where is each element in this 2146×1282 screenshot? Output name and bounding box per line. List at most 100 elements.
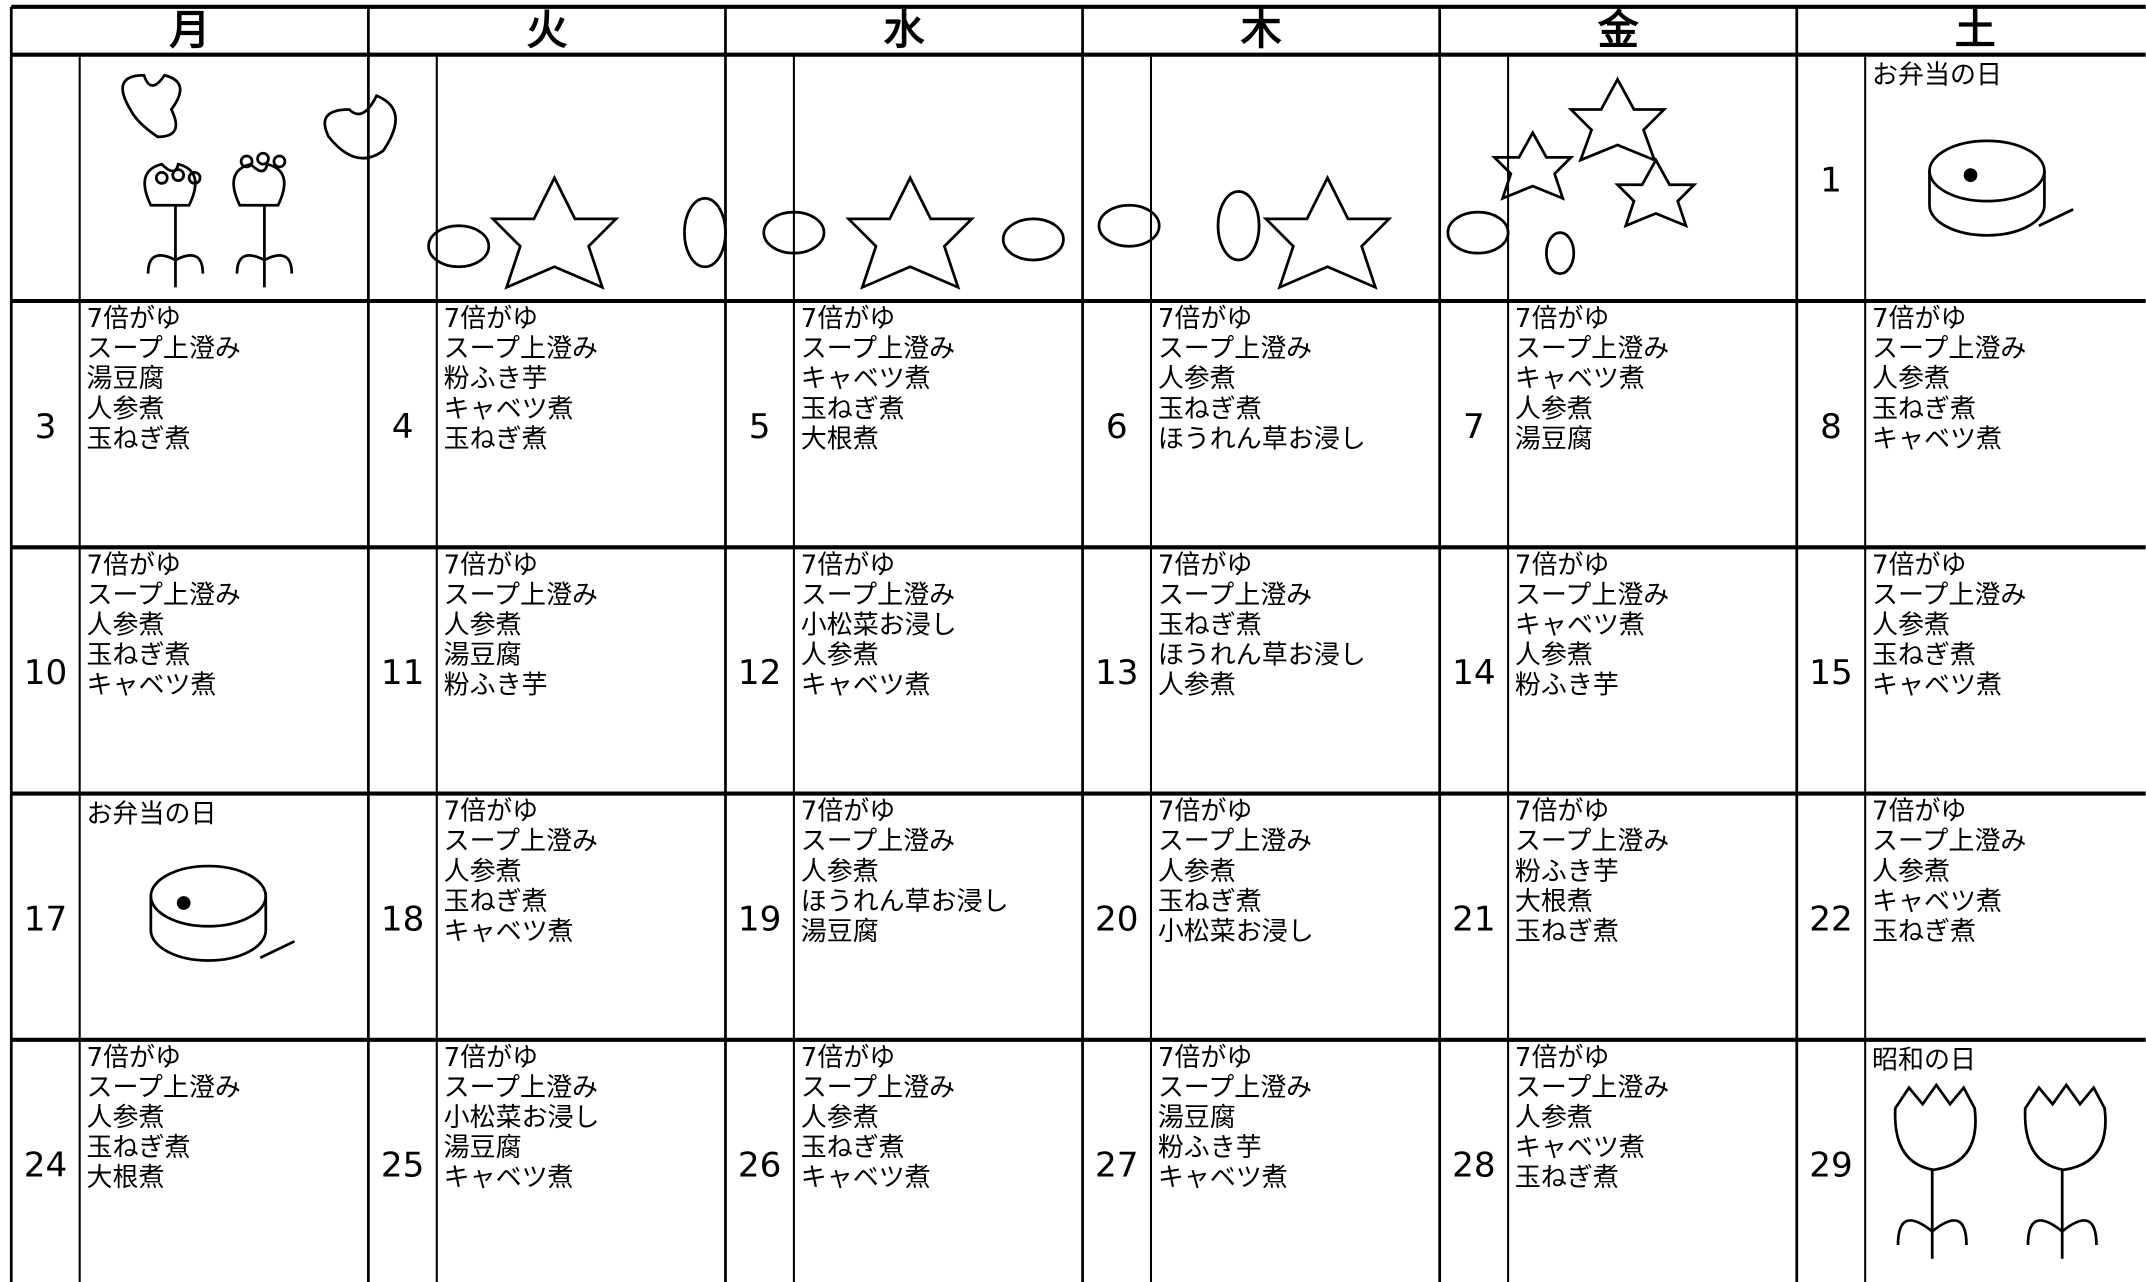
menu-item: ほうれん草お浸し (1158, 424, 1366, 454)
menu-item: 7倍がゆ (801, 550, 896, 580)
menu-item: ほうれん草お浸し (1158, 641, 1366, 671)
menu-item: 人参煮 (1872, 857, 1950, 887)
menu-item: 人参煮 (1872, 364, 1950, 394)
menu-item: 湯豆腐 (444, 641, 522, 671)
day-note: 昭和の日 (1872, 1046, 1976, 1076)
menu-item: 玉ねぎ煮 (444, 887, 548, 917)
weekday-label: 木 (1241, 6, 1282, 54)
menu-item: 7倍がゆ (1158, 1043, 1253, 1073)
menu-item: 小松菜お浸し (444, 1103, 600, 1133)
menu-item: 7倍がゆ (1515, 304, 1610, 334)
menu-item: 玉ねぎ煮 (1872, 641, 1976, 671)
menu-item: キャベツ煮 (444, 1163, 574, 1193)
date-number: 21 (1452, 899, 1496, 939)
date-number: 13 (1095, 653, 1139, 693)
menu-item: スープ上澄み (1515, 827, 1669, 857)
menu-item: 7倍がゆ (444, 550, 539, 580)
menu-item: スープ上澄み (444, 334, 598, 364)
date-number: 6 (1106, 407, 1128, 447)
menu-item: 湯豆腐 (801, 917, 879, 947)
menu-item: キャベツ煮 (87, 671, 217, 701)
menu-item: キャベツ煮 (1515, 610, 1645, 640)
menu-item: 7倍がゆ (87, 1043, 182, 1073)
menu-item: 湯豆腐 (1515, 424, 1593, 454)
menu-item: スープ上澄み (1515, 334, 1669, 364)
menu-item: スープ上澄み (1872, 334, 2026, 364)
menu-item: スープ上澄み (1872, 580, 2026, 610)
menu-item: スープ上澄み (444, 1073, 598, 1103)
menu-item: 人参煮 (1158, 364, 1236, 394)
menu-item: 玉ねぎ煮 (1158, 610, 1262, 640)
menu-item: 人参煮 (801, 1103, 879, 1133)
menu-item: 玉ねぎ煮 (801, 394, 905, 424)
menu-item: 小松菜お浸し (1158, 917, 1314, 947)
date-number: 26 (738, 1146, 782, 1186)
menu-item: キャベツ煮 (801, 1163, 931, 1193)
menu-item: 粉ふき芋 (1515, 671, 1619, 701)
menu-item: スープ上澄み (1158, 334, 1312, 364)
menu-item: 粉ふき芋 (444, 364, 548, 394)
flowers (121, 73, 397, 288)
menu-item: 玉ねぎ煮 (1872, 394, 1976, 424)
menu-item: 粉ふき芋 (444, 671, 548, 701)
menu-item: スープ上澄み (1515, 580, 1669, 610)
date-number: 24 (24, 1146, 68, 1186)
menu-item: 人参煮 (801, 641, 879, 671)
menu-item: 7倍がゆ (1515, 550, 1610, 580)
menu-item: スープ上澄み (801, 580, 955, 610)
menu-item: スープ上澄み (1872, 827, 2026, 857)
date-number: 20 (1095, 899, 1139, 939)
menu-item: 7倍がゆ (1158, 550, 1253, 580)
menu-item: 小松菜お浸し (801, 610, 957, 640)
menu-item: スープ上澄み (1158, 580, 1312, 610)
menu-item: 7倍がゆ (444, 304, 539, 334)
menu-item: 大根煮 (1515, 887, 1593, 917)
menu-item: 人参煮 (801, 857, 879, 887)
date-number: 28 (1452, 1146, 1496, 1186)
date-number: 14 (1452, 653, 1496, 693)
menu-item: スープ上澄み (444, 827, 598, 857)
menu-item: 粉ふき芋 (1515, 857, 1619, 887)
menu-item: スープ上澄み (87, 1073, 241, 1103)
menu-item: 7倍がゆ (444, 1043, 539, 1073)
day-note: お弁当の日 (87, 799, 217, 829)
date-number: 3 (35, 407, 57, 447)
menu-item: 人参煮 (444, 857, 522, 887)
menu-item: 7倍がゆ (87, 550, 182, 580)
menu-item: 湯豆腐 (1158, 1103, 1236, 1133)
menu-item: 人参煮 (87, 394, 165, 424)
menu-item: スープ上澄み (1158, 1073, 1312, 1103)
menu-item: キャベツ煮 (801, 364, 931, 394)
menu-item: 人参煮 (444, 610, 522, 640)
menu-item: 7倍がゆ (1515, 1043, 1610, 1073)
menu-item: 玉ねぎ煮 (1515, 917, 1619, 947)
menu-item: 人参煮 (87, 610, 165, 640)
date-number: 12 (738, 653, 782, 693)
date-number: 4 (392, 407, 414, 447)
date-number: 19 (738, 899, 782, 939)
tulips (1893, 1082, 2107, 1259)
menu-item: 玉ねぎ煮 (1515, 1163, 1619, 1193)
menu-item: キャベツ煮 (801, 671, 931, 701)
menu-item: 大根煮 (801, 424, 879, 454)
menu-item: キャベツ煮 (1872, 887, 2002, 917)
weekday-label: 土 (1955, 6, 1996, 54)
weekday-label: 金 (1597, 6, 1640, 54)
date-number: 7 (1463, 407, 1485, 447)
menu-item: 7倍がゆ (1872, 797, 1967, 827)
menu-item: キャベツ煮 (1872, 671, 2002, 701)
menu-item: 玉ねぎ煮 (801, 1133, 905, 1163)
menu-item: キャベツ煮 (444, 394, 574, 424)
menu-item: 玉ねぎ煮 (1158, 394, 1262, 424)
date-number: 1 (1820, 161, 1842, 201)
menu-item: 湯豆腐 (87, 364, 165, 394)
menu-item: キャベツ煮 (1872, 424, 2002, 454)
menu-item: 7倍がゆ (801, 797, 896, 827)
date-number: 29 (1809, 1146, 1853, 1186)
date-number: 11 (381, 653, 425, 693)
menu-item: 7倍がゆ (1515, 797, 1610, 827)
menu-item: スープ上澄み (1515, 1073, 1669, 1103)
menu-item: 玉ねぎ煮 (87, 1133, 191, 1163)
